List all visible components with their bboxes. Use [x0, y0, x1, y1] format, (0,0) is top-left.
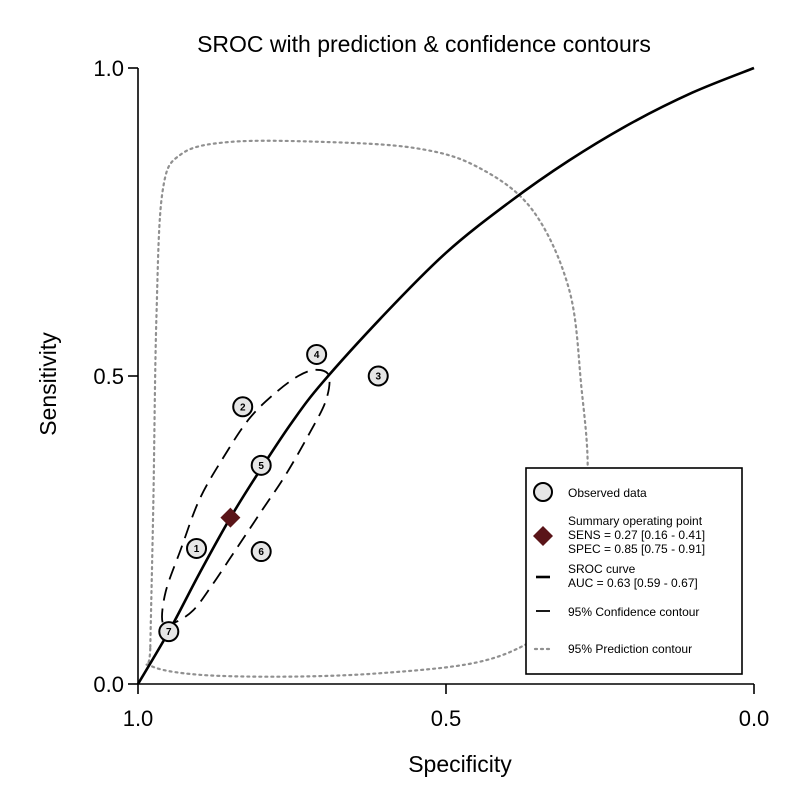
- observed-point-label: 1: [194, 544, 200, 555]
- legend-observed-symbol: [533, 482, 553, 502]
- legend-sroc-auc: AUC = 0.63 [0.59 - 0.67]: [568, 576, 698, 590]
- observed-points-layer: 1 2 3 4 5 6 7: [158, 343, 389, 643]
- observed-point-label: 5: [258, 461, 264, 472]
- observed-point-marker: [306, 343, 328, 365]
- sroc-curve: [136, 66, 755, 685]
- observed-point-label: 7: [166, 627, 172, 638]
- legend-box: [525, 467, 743, 675]
- legend-summary-sens: SENS = 0.27 [0.16 - 0.41]: [568, 528, 705, 542]
- legend-observed-label: Observed data: [568, 486, 647, 500]
- observed-point-marker: [367, 365, 389, 387]
- legend: Observed data Summary operating pointSENS…: [525, 467, 743, 675]
- prediction-contour-layer: [145, 139, 589, 678]
- axes: 0.0 0.5 1.0 1.0 0.5 0.0: [93, 56, 769, 731]
- y-axis-label: Sensitivity: [35, 332, 61, 436]
- observed-point: 6: [250, 541, 272, 563]
- chart-title: SROC with prediction & confidence contou…: [197, 31, 651, 57]
- legend-summary-spec: SPEC = 0.85 [0.75 - 0.91]: [568, 542, 705, 556]
- observed-point: 7: [158, 621, 180, 643]
- observed-point-marker: [232, 396, 254, 418]
- x-tick-label: 0.5: [431, 706, 462, 731]
- observed-point: 4: [306, 343, 328, 365]
- x-tick-label: 1.0: [123, 706, 154, 731]
- legend-summary-label: Summary operating point: [568, 514, 703, 528]
- y-tick-label: 0.0: [93, 672, 124, 697]
- y-tick-label: 1.0: [93, 56, 124, 81]
- observed-point-label: 3: [375, 372, 381, 383]
- observed-point: 1: [186, 537, 208, 559]
- observed-point-label: 2: [240, 402, 246, 413]
- summary-point-marker: [220, 507, 241, 528]
- legend-confidence-label: 95% Confidence contour: [568, 605, 699, 619]
- legend-sroc-label: SROC curve: [568, 562, 636, 576]
- observed-point-marker: [186, 537, 208, 559]
- observed-point-marker: [250, 541, 272, 563]
- prediction-contour: [145, 139, 589, 678]
- observed-point-label: 4: [314, 350, 320, 361]
- observed-point-label: 6: [258, 547, 264, 558]
- observed-point-marker: [158, 621, 180, 643]
- sroc-curve-layer: [136, 66, 755, 685]
- observed-point: 3: [367, 365, 389, 387]
- y-tick-label: 0.5: [93, 364, 124, 389]
- summary-point-layer: [220, 507, 241, 528]
- legend-prediction-label: 95% Prediction contour: [568, 642, 692, 656]
- legend-summary-symbol: [533, 526, 553, 546]
- x-axis-label: Specificity: [408, 751, 512, 777]
- observed-point: 5: [250, 454, 272, 476]
- x-tick-label: 0.0: [739, 706, 770, 731]
- observed-point-marker: [250, 454, 272, 476]
- observed-point: 2: [232, 396, 254, 418]
